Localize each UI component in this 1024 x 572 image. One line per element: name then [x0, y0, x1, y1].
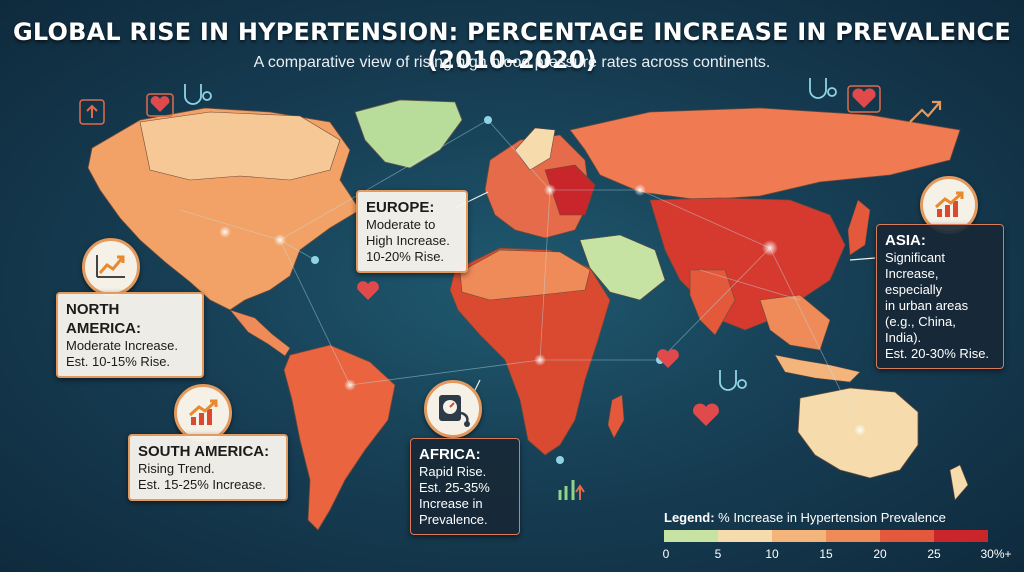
- trend-up-icon: [909, 100, 942, 123]
- south-america-heading: SOUTH AMERICA:: [138, 443, 270, 460]
- legend-swatch: [880, 530, 934, 542]
- legend-swatch: [718, 530, 772, 542]
- trend-up-icon: [79, 99, 105, 125]
- europe-line: Moderate to: [366, 217, 436, 232]
- legend-label-bold: Legend:: [664, 510, 715, 525]
- africa-line: Prevalence.: [419, 512, 488, 527]
- heart-pulse-icon: [693, 403, 719, 426]
- russia-region: [569, 107, 961, 201]
- legend-tick: 25: [927, 547, 941, 561]
- legend-color-bar: [664, 530, 988, 542]
- page-subtitle: A comparative view of rising high blood …: [253, 54, 771, 71]
- north-america-line: Est. 10-15% Rise.: [66, 354, 171, 369]
- africa-callout: AFRICA: Rapid Rise. Est. 25-35% Increase…: [410, 438, 520, 535]
- asia-callout: ASIA: Significant Increase, especially i…: [876, 224, 1004, 369]
- stethoscope-icon: [809, 78, 837, 99]
- asia-line: in urban areas: [885, 298, 969, 313]
- north-america-callout: NORTH AMERICA: Moderate Increase. Est. 1…: [56, 292, 204, 378]
- trend-up-icon: [558, 480, 585, 500]
- legend-tick: 15: [819, 547, 833, 561]
- north-america-heading: NORTH AMERICA:: [66, 301, 141, 337]
- legend-swatch: [772, 530, 826, 542]
- africa-line: Rapid Rise.: [419, 464, 487, 479]
- south-america-callout: SOUTH AMERICA: Rising Trend. Est. 15-25%…: [128, 434, 288, 501]
- network-nodes: [219, 116, 866, 464]
- asia-line: Significant: [885, 250, 945, 265]
- europe-callout: EUROPE: Moderate to High Increase. 10-20…: [356, 190, 468, 273]
- legend-tick: 10: [765, 547, 779, 561]
- madagascar-region: [607, 394, 625, 439]
- north-africa-region: [459, 249, 591, 301]
- southeast-asia-region: [759, 294, 831, 351]
- legend-swatch: [934, 530, 988, 542]
- heart-pulse-icon: [357, 281, 379, 300]
- trend-chart-icon: [174, 384, 232, 442]
- africa-line: Est. 25-35%: [419, 480, 490, 495]
- south-america-line: Est. 15-25% Increase.: [138, 477, 266, 492]
- central-america-region: [229, 309, 291, 357]
- indonesia-region: [774, 354, 861, 383]
- middle-east-region: [579, 234, 666, 301]
- new-zealand-region: [949, 464, 969, 501]
- heart-pulse-icon: [657, 349, 679, 368]
- africa-line: Increase in: [419, 496, 483, 511]
- legend-tick: 30%+: [980, 547, 1012, 561]
- stethoscope-icon: [184, 84, 212, 105]
- legend-swatch: [664, 530, 718, 542]
- stethoscope-icon: [719, 370, 747, 391]
- canada-region: [139, 111, 341, 181]
- asia-heading: ASIA:: [885, 232, 926, 249]
- india-region: [689, 269, 736, 336]
- page-title: GLOBAL RISE IN HYPERTENSION: PERCENTAGE …: [13, 18, 1011, 74]
- eastern-europe-region: [544, 164, 596, 216]
- japan-region: [847, 199, 871, 256]
- heart-pulse-icon: [146, 93, 174, 117]
- africa-heading: AFRICA:: [419, 446, 481, 463]
- scandinavia-region: [514, 127, 556, 171]
- greenland-region: [354, 99, 463, 169]
- legend-tick: 5: [714, 547, 722, 561]
- legend-title: Legend: % Increase in Hypertension Preva…: [664, 510, 946, 525]
- trend-chart-icon: [82, 238, 140, 296]
- network-lines: [179, 119, 861, 431]
- south-america-line: Rising Trend.: [138, 461, 215, 476]
- europe-line: High Increase.: [366, 233, 450, 248]
- blood-pressure-monitor-icon: [424, 380, 482, 438]
- legend-label-rest: % Increase in Hypertension Prevalence: [714, 510, 946, 525]
- europe-heading: EUROPE:: [366, 199, 435, 216]
- south-america-region: [283, 344, 396, 531]
- europe-line: 10-20% Rise.: [366, 249, 445, 264]
- asia-line: Increase, especially: [885, 266, 943, 297]
- legend-tick: 0: [662, 547, 670, 561]
- asia-line: Est. 20-30% Rise.: [885, 346, 990, 361]
- legend-swatch: [826, 530, 880, 542]
- heart-pulse-icon: [847, 85, 881, 113]
- asia-line: (e.g., China, India).: [885, 314, 956, 345]
- legend-tick: 20: [873, 547, 887, 561]
- north-america-line: Moderate Increase.: [66, 338, 179, 353]
